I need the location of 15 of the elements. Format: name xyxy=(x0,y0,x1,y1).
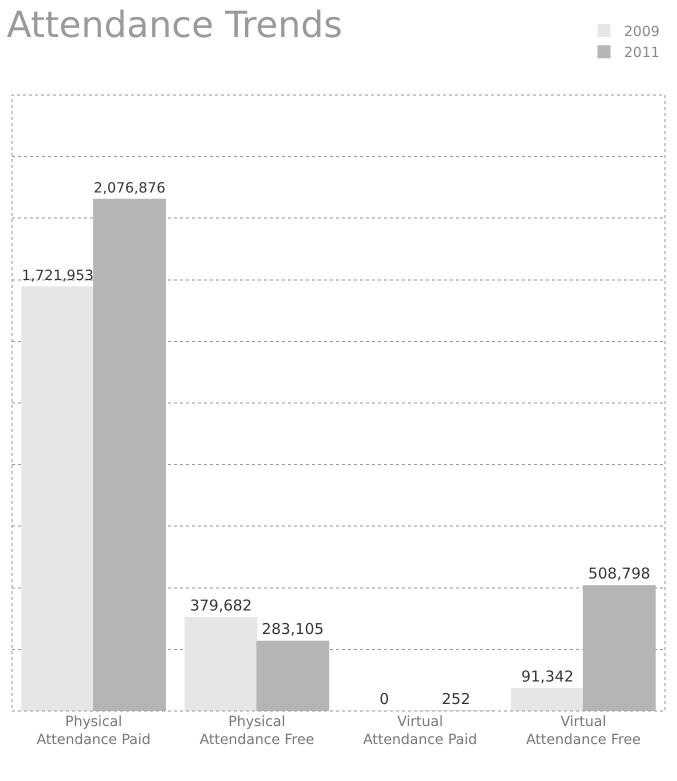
legend-label: 2011 xyxy=(624,45,660,62)
data-label: 508,798 xyxy=(588,564,650,583)
data-label: 252 xyxy=(442,690,470,708)
x-tick-label: Physical Attendance Paid xyxy=(36,714,151,748)
data-label: 283,105 xyxy=(262,620,324,638)
data-label: 2,076,876 xyxy=(94,180,166,196)
data-label: 91,342 xyxy=(521,667,574,686)
data-label: 379,682 xyxy=(190,596,252,614)
x-tick-label: Virtual Attendance Free xyxy=(526,714,641,748)
legend-label: 2009 xyxy=(624,24,660,40)
data-label: 1,721,953 xyxy=(22,268,94,284)
chart-title: Attendance Trends xyxy=(6,4,342,46)
x-tick-label: Virtual Attendance Paid xyxy=(363,714,478,748)
data-label: 0 xyxy=(379,690,389,708)
x-tick-label: Physical Attendance Free xyxy=(200,714,314,748)
